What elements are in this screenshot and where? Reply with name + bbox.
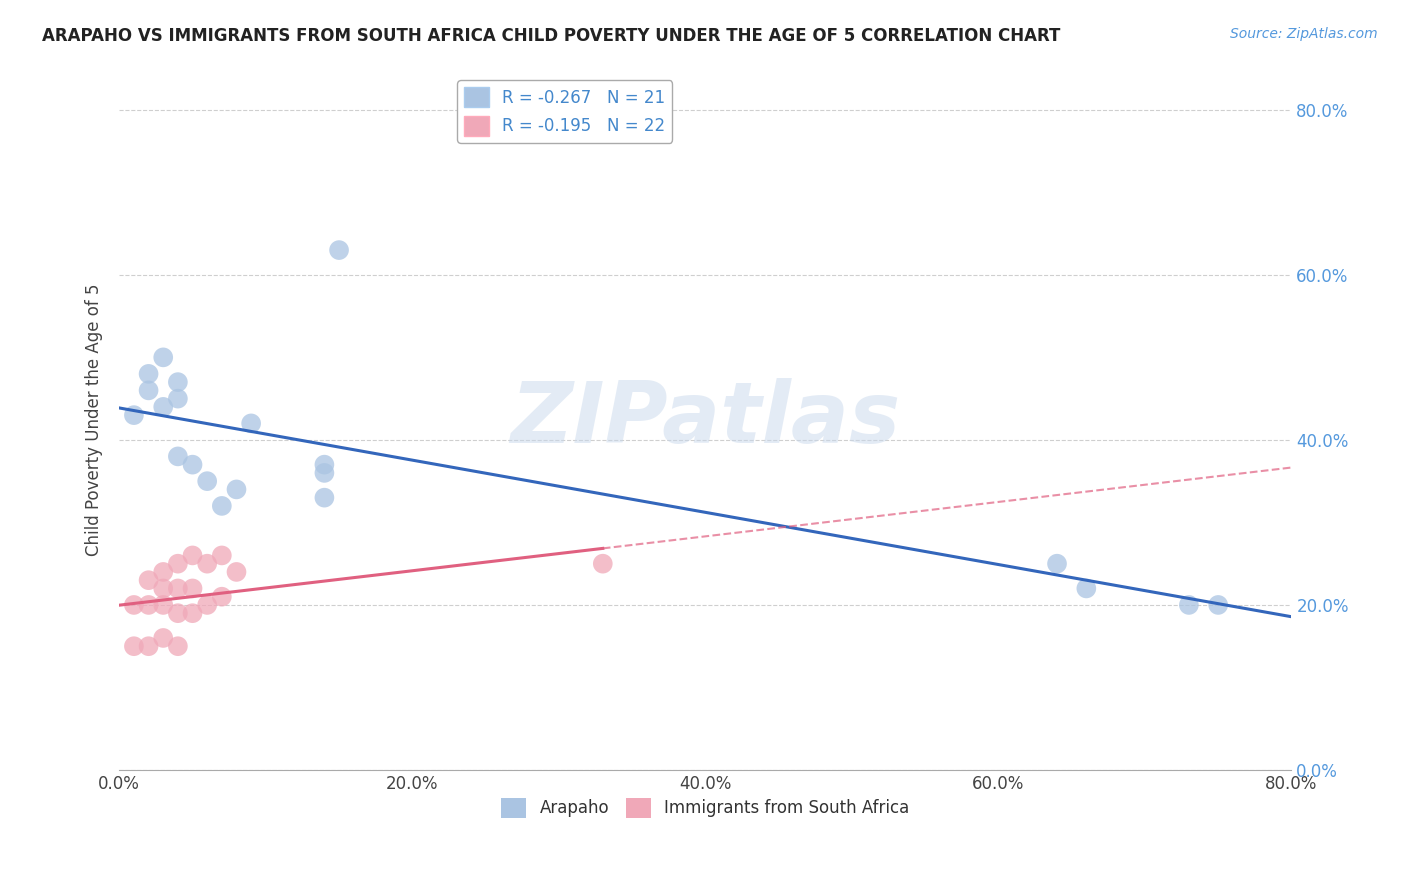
Point xyxy=(1076,582,1098,596)
Point xyxy=(122,408,145,422)
Point xyxy=(122,598,145,612)
Text: ARAPAHO VS IMMIGRANTS FROM SOUTH AFRICA CHILD POVERTY UNDER THE AGE OF 5 CORRELA: ARAPAHO VS IMMIGRANTS FROM SOUTH AFRICA … xyxy=(42,27,1060,45)
Point xyxy=(167,582,190,596)
Point xyxy=(181,458,204,472)
Point xyxy=(138,639,160,653)
Point xyxy=(211,590,233,604)
Point xyxy=(138,598,160,612)
Text: Source: ZipAtlas.com: Source: ZipAtlas.com xyxy=(1230,27,1378,41)
Point xyxy=(328,243,350,257)
Point xyxy=(152,582,174,596)
Point xyxy=(167,606,190,620)
Text: ZIPatlas: ZIPatlas xyxy=(510,377,900,461)
Legend: Arapaho, Immigrants from South Africa: Arapaho, Immigrants from South Africa xyxy=(495,791,917,825)
Point xyxy=(211,499,233,513)
Point xyxy=(181,606,204,620)
Point xyxy=(1178,598,1201,612)
Point xyxy=(152,565,174,579)
Point xyxy=(195,557,218,571)
Point xyxy=(1046,557,1069,571)
Point xyxy=(138,367,160,381)
Point xyxy=(211,549,233,563)
Point xyxy=(195,474,218,488)
Point xyxy=(181,549,204,563)
Point xyxy=(167,375,190,389)
Point xyxy=(122,639,145,653)
Point xyxy=(167,392,190,406)
Point xyxy=(1206,598,1229,612)
Point xyxy=(152,598,174,612)
Point xyxy=(152,400,174,414)
Point xyxy=(314,458,336,472)
Point xyxy=(195,598,218,612)
Point xyxy=(592,557,614,571)
Point xyxy=(314,491,336,505)
Point xyxy=(181,582,204,596)
Point xyxy=(138,573,160,587)
Point xyxy=(240,417,263,431)
Point xyxy=(167,450,190,464)
Point xyxy=(225,483,247,497)
Point xyxy=(152,631,174,645)
Y-axis label: Child Poverty Under the Age of 5: Child Poverty Under the Age of 5 xyxy=(86,283,103,556)
Point xyxy=(152,351,174,365)
Point xyxy=(167,639,190,653)
Point xyxy=(167,557,190,571)
Point xyxy=(314,466,336,480)
Point xyxy=(138,384,160,398)
Point xyxy=(225,565,247,579)
